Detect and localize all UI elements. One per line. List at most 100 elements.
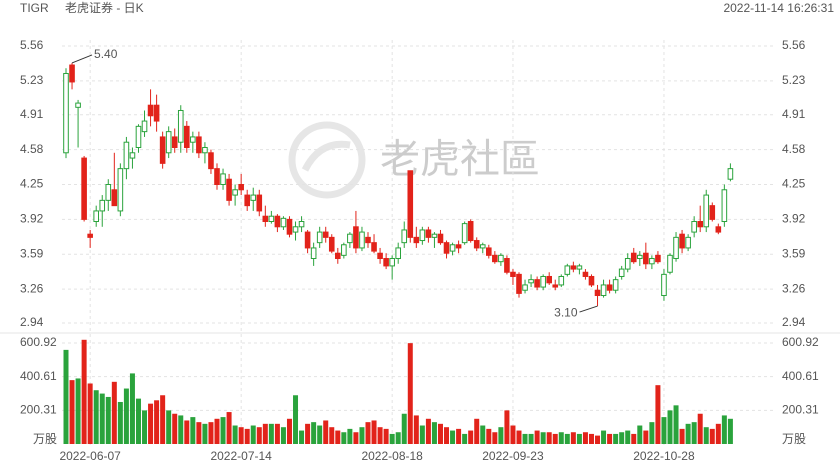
volume-bar xyxy=(262,423,268,444)
candle-body xyxy=(685,236,691,249)
candle-body xyxy=(473,240,480,249)
volume-bar xyxy=(588,433,594,444)
candle-body xyxy=(576,265,583,270)
volume-bar xyxy=(486,428,492,444)
y-tick-label-right: 4.91 xyxy=(782,107,806,121)
candle-body xyxy=(643,252,649,265)
y-tick-label-right: 4.25 xyxy=(782,177,806,191)
candle-body xyxy=(492,254,498,263)
volume-bar xyxy=(619,432,625,444)
volume-bar xyxy=(178,415,184,444)
candle-body xyxy=(425,229,432,238)
candle-body xyxy=(316,231,323,244)
volume-bar xyxy=(631,433,637,444)
volume-bar xyxy=(468,430,474,444)
volume-bar xyxy=(395,432,401,444)
candle-body xyxy=(81,157,87,220)
volume-bar xyxy=(154,400,160,444)
candle-body xyxy=(298,221,305,228)
volume-bar xyxy=(129,373,135,444)
volume-bar xyxy=(546,432,552,444)
volume-bar xyxy=(383,428,389,444)
candle-body xyxy=(99,199,106,212)
y-tick-label: 5.56 xyxy=(20,38,44,52)
volume-bar xyxy=(595,435,601,444)
annotation: 3.10 xyxy=(554,305,578,319)
volume-bar xyxy=(462,433,468,444)
volume-unit-right: 万股 xyxy=(782,432,806,446)
candle-body xyxy=(437,233,444,244)
volume-bar xyxy=(649,422,655,444)
chart-title: 老虎证券 - 日K xyxy=(65,0,144,15)
volume-bar xyxy=(299,430,305,444)
volume-bar xyxy=(329,427,335,444)
annotation-leader xyxy=(71,54,93,64)
candle-body xyxy=(546,275,553,284)
volume-bar xyxy=(238,427,244,444)
volume-bar xyxy=(715,423,721,444)
volume-bar xyxy=(613,433,619,444)
candle-body xyxy=(177,109,184,143)
y-tick-label-right: 3.59 xyxy=(782,246,806,260)
volume-bar xyxy=(516,430,522,444)
candle-body xyxy=(612,279,619,291)
volume-tick-label-right: 400.61 xyxy=(782,369,819,383)
volume-bar xyxy=(99,393,105,444)
x-tick-label: 2022-07-14 xyxy=(210,449,272,463)
volume-bar xyxy=(697,413,703,444)
candle-body xyxy=(697,221,704,228)
volume-bar xyxy=(305,423,311,444)
volume-bar xyxy=(353,432,359,444)
volume-bar xyxy=(540,432,546,444)
candle-body xyxy=(274,215,281,228)
candle-body xyxy=(292,226,299,233)
volume-tick-label: 400.61 xyxy=(20,369,57,383)
volume-bar xyxy=(625,430,631,444)
timestamp: 2022-11-14 16:26:31 xyxy=(723,1,834,15)
volume-bar xyxy=(522,433,528,444)
volume-bar xyxy=(679,428,685,444)
candle-body xyxy=(353,226,359,249)
candle-body xyxy=(486,247,492,256)
candle-body xyxy=(564,265,571,275)
candle-body xyxy=(220,173,226,185)
candle-body xyxy=(214,168,220,185)
candle-body xyxy=(256,194,263,212)
x-tick-label: 2022-09-23 xyxy=(482,449,544,463)
candle-body xyxy=(413,236,420,244)
candle-body xyxy=(238,184,244,191)
y-tick-label-right: 3.26 xyxy=(782,281,806,295)
candle-body xyxy=(268,215,275,223)
volume-bar xyxy=(407,343,413,444)
volume-bar xyxy=(401,413,407,444)
volume-bar xyxy=(166,410,172,444)
candle-body xyxy=(328,236,335,252)
volume-bar xyxy=(480,425,486,444)
candle-body xyxy=(262,215,269,223)
volume-bar xyxy=(564,433,570,444)
candle-body xyxy=(461,223,468,244)
candle-body xyxy=(649,258,655,265)
candle-body xyxy=(322,231,329,238)
volume-bar xyxy=(93,390,99,444)
volume-bar xyxy=(413,415,419,444)
volume-bar xyxy=(208,422,214,444)
candle-body xyxy=(141,120,148,133)
volume-bar xyxy=(570,432,576,444)
volume-bar xyxy=(431,422,437,444)
volume-bar xyxy=(582,432,588,444)
volume-bar xyxy=(256,427,262,444)
candle-body xyxy=(159,136,166,164)
candle-body xyxy=(540,275,546,288)
volume-bar xyxy=(268,423,274,444)
volume-bar xyxy=(142,410,148,444)
candle-body xyxy=(667,254,673,273)
volume-bar xyxy=(160,395,166,444)
volume-bar xyxy=(727,418,733,444)
volume-bar xyxy=(389,433,395,444)
volume-bar xyxy=(250,425,256,444)
volume-bar xyxy=(721,415,727,444)
volume-tick-label: 600.92 xyxy=(20,335,57,349)
candle-body xyxy=(153,104,160,122)
candle-body xyxy=(310,247,317,260)
